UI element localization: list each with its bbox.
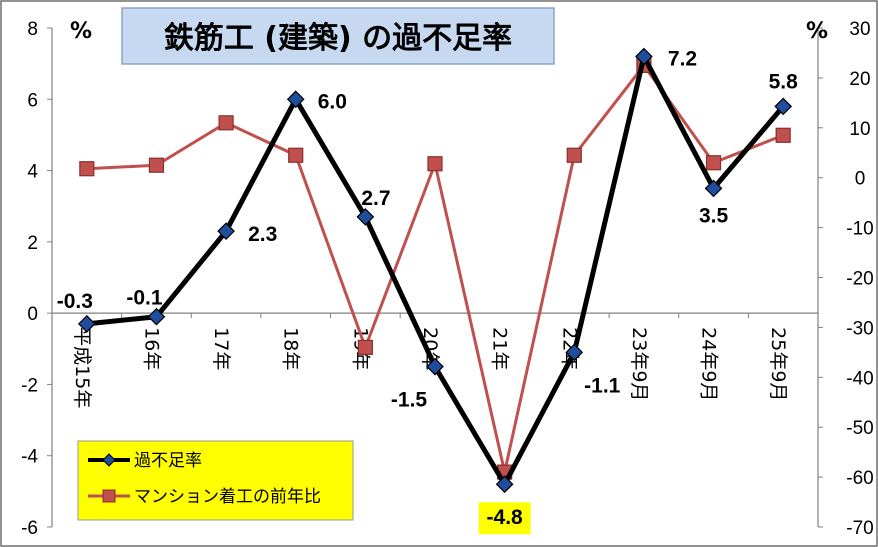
right-tick-label: 10 [849, 119, 870, 140]
data-point-shortage-rate [635, 47, 653, 66]
legend: 過不足率 マンション着工の前年比 [77, 440, 354, 521]
data-point-condo-starts [427, 156, 443, 172]
data-label: 6.0 [318, 90, 347, 113]
right-tick-label: -60 [846, 468, 873, 489]
category-label-text: 21年 [489, 327, 511, 370]
right-tick-label: 20 [849, 69, 870, 90]
category-label: 17年 [210, 327, 232, 370]
data-point-shortage-rate [495, 475, 514, 494]
category-label-text: 18年 [280, 327, 302, 370]
data-point-shortage-rate [356, 208, 375, 226]
left-tick-label: 2 [27, 233, 38, 254]
data-point-shortage-rate [77, 314, 96, 333]
left-tick-label: -4 [21, 447, 38, 468]
left-tick-label: -6 [21, 518, 38, 539]
right-tick-label: 30 [849, 19, 870, 40]
left-axis-unit: % [70, 19, 92, 44]
data-label: 2.7 [361, 187, 390, 210]
category-label-text: 17年 [210, 327, 232, 370]
category-labels-layer: 平成15年16年17年18年19年20年21年22年23年9月24年9月25年9… [71, 327, 789, 408]
data-point-shortage-rate [217, 222, 235, 241]
right-tick-label: -20 [846, 269, 873, 290]
right-tick-label: -10 [846, 219, 873, 240]
category-label: 25年9月 [767, 327, 789, 401]
data-label: 7.2 [668, 48, 697, 71]
data-point-shortage-rate [426, 357, 444, 376]
category-label-text: 16年 [140, 327, 162, 370]
data-point-condo-starts [288, 147, 304, 163]
category-label: 24年9月 [698, 327, 720, 401]
data-label: -0.3 [57, 290, 93, 313]
data-point-condo-starts [775, 127, 791, 143]
data-label: -0.1 [126, 287, 163, 310]
data-label: -1.5 [391, 389, 428, 412]
data-point-shortage-rate [704, 179, 723, 198]
left-tick-label: 8 [27, 19, 38, 40]
data-point-shortage-rate [565, 343, 584, 362]
data-point-shortage-rate [286, 90, 305, 109]
data-label-highlight [478, 502, 531, 535]
series-layer [77, 47, 793, 494]
left-tick-label: 0 [27, 304, 38, 325]
data-point-condo-starts [566, 147, 582, 163]
data-point-condo-starts [357, 339, 373, 355]
data-point-shortage-rate [774, 97, 793, 116]
data-label: 5.8 [769, 70, 799, 93]
category-label-text: 25年9月 [767, 327, 789, 401]
category-label: 16年 [140, 327, 162, 370]
data-point-condo-starts [79, 161, 95, 177]
category-label: 18年 [280, 327, 302, 370]
legend-marker-square [102, 489, 116, 503]
category-label: 平成15年 [71, 327, 93, 408]
category-label-text: 23年9月 [628, 327, 650, 401]
right-axis-unit: % [806, 19, 828, 44]
category-label: 21年 [489, 327, 511, 370]
right-tick-label: -40 [846, 368, 873, 389]
category-label-text: 24年9月 [698, 327, 720, 401]
legend-marker-diamond [102, 453, 116, 467]
left-tick-label: 6 [27, 90, 38, 111]
left-tick-label: -2 [21, 375, 38, 396]
category-label-text: 平成15年 [71, 327, 93, 408]
data-point-condo-starts [705, 155, 722, 171]
right-tick-label: 0 [855, 169, 866, 190]
data-point-condo-starts [218, 115, 234, 131]
title-background [121, 7, 555, 65]
category-label: 23年9月 [628, 327, 650, 401]
data-labels-layer: -0.3 -0.1 2.3 6.0 2.7 -1.5 -4.8 -1.1 7.2 3.5 5.8 [57, 48, 798, 535]
right-tick-label: -50 [846, 418, 873, 439]
data-label: 3.5 [699, 204, 729, 227]
data-point-condo-starts [148, 157, 165, 173]
legend-background [77, 440, 354, 521]
legend-label-condo: マンション着工の前年比 [134, 487, 321, 507]
left-tick-label: 4 [27, 162, 38, 183]
chart-title-box: 鉄筋工 (建築) の過不足率 [121, 7, 555, 65]
data-label: -4.8 [487, 506, 524, 529]
right-tick-label: -70 [846, 518, 873, 539]
chart-title: 鉄筋工 (建築) の過不足率 [164, 21, 512, 56]
data-point-shortage-rate [147, 307, 166, 326]
right-tick-label: -30 [846, 318, 873, 339]
data-label: -1.1 [584, 374, 621, 397]
data-label: 2.3 [248, 223, 277, 246]
legend-label-shortage: 過不足率 [134, 451, 202, 471]
